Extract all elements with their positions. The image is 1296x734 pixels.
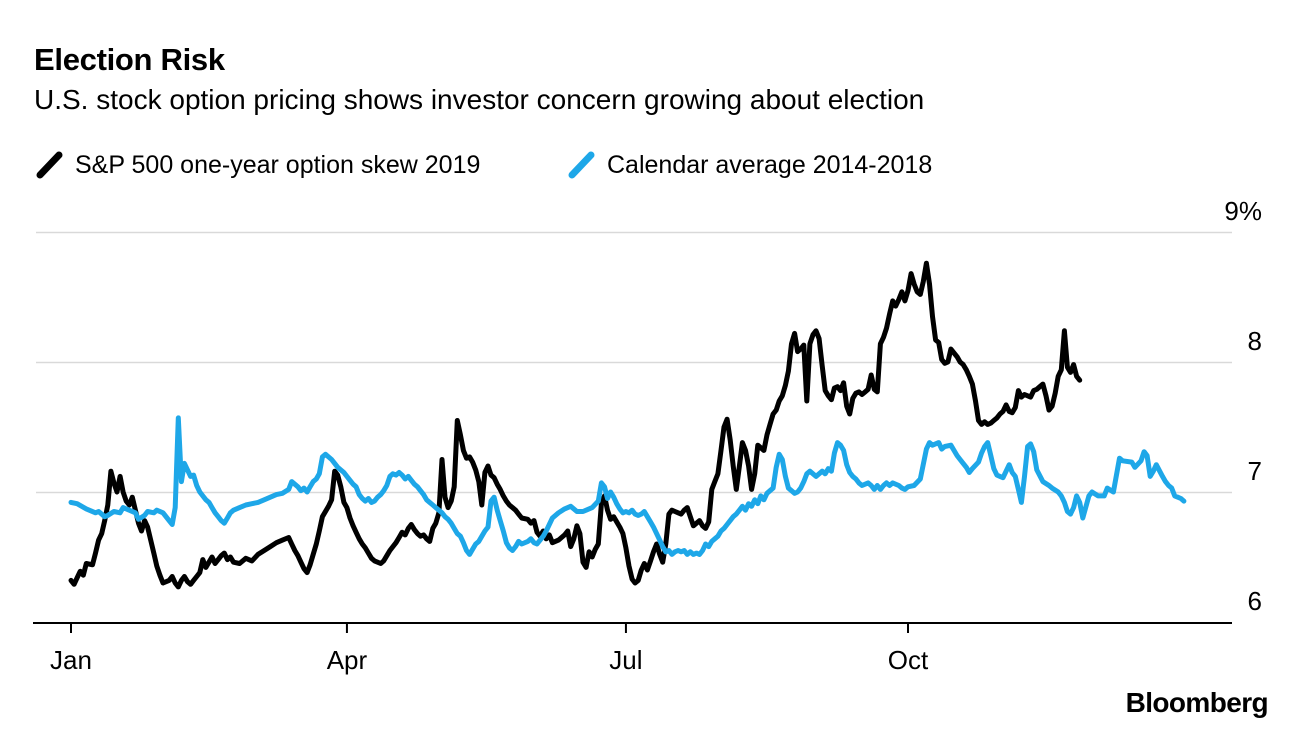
- series-line-2019-skew: [68, 260, 1083, 590]
- x-axis-label-jul: Jul: [609, 645, 643, 675]
- y-axis-label-9pct: 9%: [1224, 196, 1262, 226]
- chart-subtitle: U.S. stock option pricing shows investor…: [34, 84, 925, 115]
- x-axis-label-jan: Jan: [50, 645, 92, 675]
- legend-item-skew-2019: S&P 500 one-year option skew 2019: [36, 148, 480, 182]
- y-axis-label-6: 6: [1247, 586, 1262, 616]
- legend-item-calendar-average: Calendar average 2014-2018: [568, 148, 932, 182]
- line-swatch-icon: [36, 151, 63, 179]
- bloomberg-logo: Bloomberg: [1125, 687, 1269, 718]
- chart-title: Election Risk: [34, 42, 225, 77]
- legend-label: S&P 500 one-year option skew 2019: [75, 150, 481, 179]
- x-axis-label-apr: Apr: [326, 645, 368, 675]
- legend-label: Calendar average 2014-2018: [607, 150, 933, 179]
- y-axis-label-7: 7: [1247, 456, 1262, 486]
- blue-slash-icon: [568, 151, 595, 179]
- y-axis-label-8: 8: [1247, 326, 1262, 356]
- series-line-calendar-average: [68, 415, 1187, 557]
- line-swatch-icon: [568, 151, 595, 179]
- black-slash-icon: [36, 151, 63, 179]
- x-axis-label-oct: Oct: [887, 645, 929, 675]
